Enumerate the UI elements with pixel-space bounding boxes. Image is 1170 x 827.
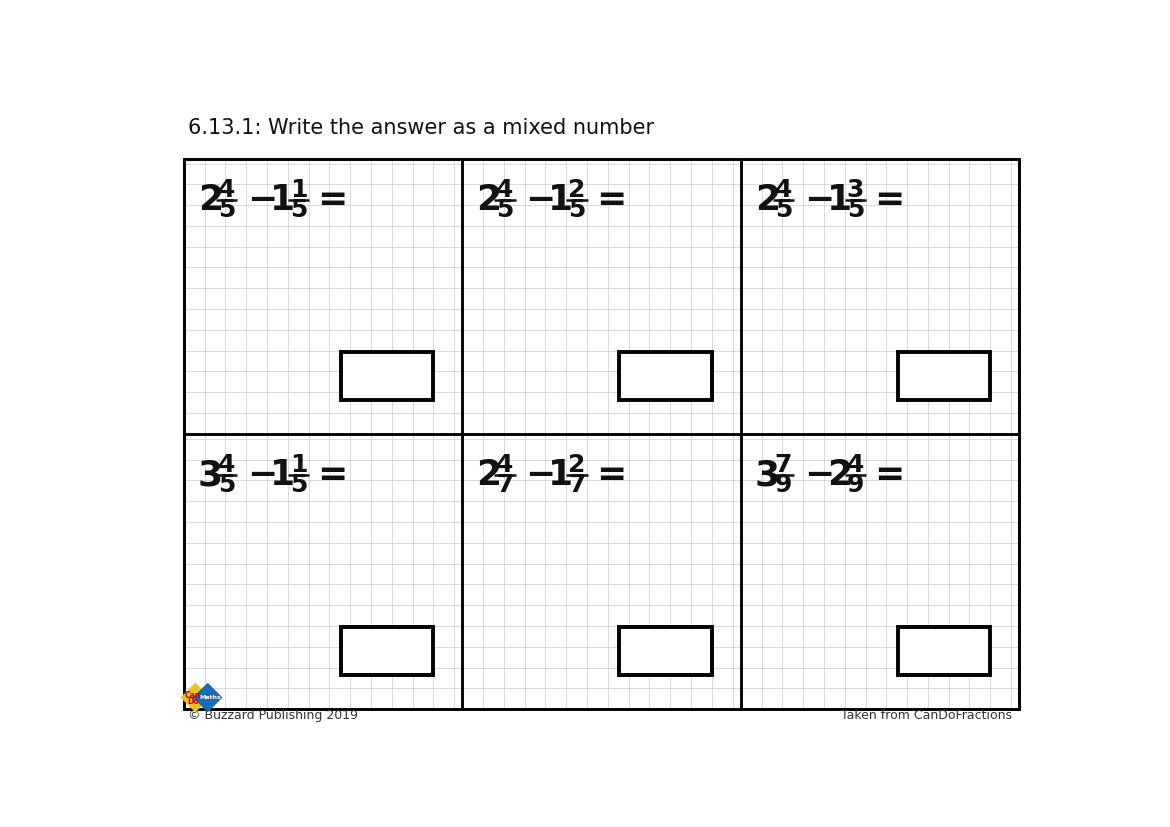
Text: 3: 3 bbox=[755, 458, 779, 492]
Text: 2: 2 bbox=[476, 458, 501, 492]
Text: =: = bbox=[317, 183, 347, 217]
Text: −: − bbox=[525, 458, 556, 492]
Text: 2: 2 bbox=[476, 183, 501, 217]
Bar bbox=[340, 628, 433, 675]
Text: 4: 4 bbox=[496, 178, 514, 202]
Text: 7: 7 bbox=[496, 473, 514, 497]
Text: 5: 5 bbox=[290, 473, 308, 497]
Text: Do: Do bbox=[187, 697, 199, 706]
Text: −: − bbox=[804, 183, 834, 217]
Text: 6.13.1: Write the answer as a mixed number: 6.13.1: Write the answer as a mixed numb… bbox=[187, 117, 654, 138]
Text: 1: 1 bbox=[290, 178, 308, 202]
Text: 9: 9 bbox=[775, 473, 792, 497]
Text: 7: 7 bbox=[569, 473, 586, 497]
Bar bbox=[184, 434, 462, 709]
Text: −: − bbox=[525, 183, 556, 217]
Text: 1: 1 bbox=[549, 458, 573, 492]
Bar bbox=[462, 434, 741, 709]
Text: 1: 1 bbox=[827, 183, 852, 217]
Text: 5: 5 bbox=[218, 198, 235, 222]
Text: −: − bbox=[247, 458, 277, 492]
Text: 1: 1 bbox=[270, 458, 295, 492]
Text: 3: 3 bbox=[198, 458, 222, 492]
Text: 5: 5 bbox=[775, 198, 792, 222]
Text: =: = bbox=[874, 183, 904, 217]
Text: Taken from CanDoFractions: Taken from CanDoFractions bbox=[840, 710, 1012, 722]
Text: 4: 4 bbox=[775, 178, 792, 202]
Bar bbox=[340, 352, 433, 400]
Text: 4: 4 bbox=[218, 178, 235, 202]
Text: =: = bbox=[596, 458, 626, 492]
Text: =: = bbox=[596, 183, 626, 217]
Bar bbox=[897, 352, 990, 400]
Text: 4: 4 bbox=[218, 453, 235, 477]
Text: 2: 2 bbox=[569, 453, 586, 477]
Text: 5: 5 bbox=[290, 198, 308, 222]
Text: 2: 2 bbox=[198, 183, 222, 217]
Polygon shape bbox=[181, 684, 209, 711]
Text: Maths: Maths bbox=[199, 695, 221, 700]
Text: 3: 3 bbox=[847, 178, 865, 202]
Bar bbox=[184, 159, 1019, 709]
Text: 2: 2 bbox=[827, 458, 852, 492]
Polygon shape bbox=[194, 684, 221, 711]
Bar bbox=[897, 628, 990, 675]
Text: −: − bbox=[247, 183, 277, 217]
Bar bbox=[741, 434, 1019, 709]
Text: 9: 9 bbox=[847, 473, 865, 497]
Text: Can: Can bbox=[185, 691, 201, 700]
Text: 5: 5 bbox=[569, 198, 586, 222]
Text: 7: 7 bbox=[775, 453, 792, 477]
Text: 5: 5 bbox=[496, 198, 514, 222]
Text: 2: 2 bbox=[569, 178, 586, 202]
Text: 4: 4 bbox=[496, 453, 514, 477]
Text: 1: 1 bbox=[290, 453, 308, 477]
Bar bbox=[619, 628, 711, 675]
Text: 5: 5 bbox=[218, 473, 235, 497]
Text: =: = bbox=[317, 458, 347, 492]
Text: 1: 1 bbox=[549, 183, 573, 217]
Text: −: − bbox=[804, 458, 834, 492]
Bar bbox=[184, 159, 462, 434]
Text: 2: 2 bbox=[755, 183, 779, 217]
Text: © Buzzard Publishing 2019: © Buzzard Publishing 2019 bbox=[187, 710, 358, 722]
Bar bbox=[741, 159, 1019, 434]
Text: 1: 1 bbox=[270, 183, 295, 217]
Text: 4: 4 bbox=[847, 453, 865, 477]
Text: 5: 5 bbox=[847, 198, 865, 222]
Bar bbox=[462, 159, 741, 434]
Text: =: = bbox=[874, 458, 904, 492]
Bar bbox=[619, 352, 711, 400]
